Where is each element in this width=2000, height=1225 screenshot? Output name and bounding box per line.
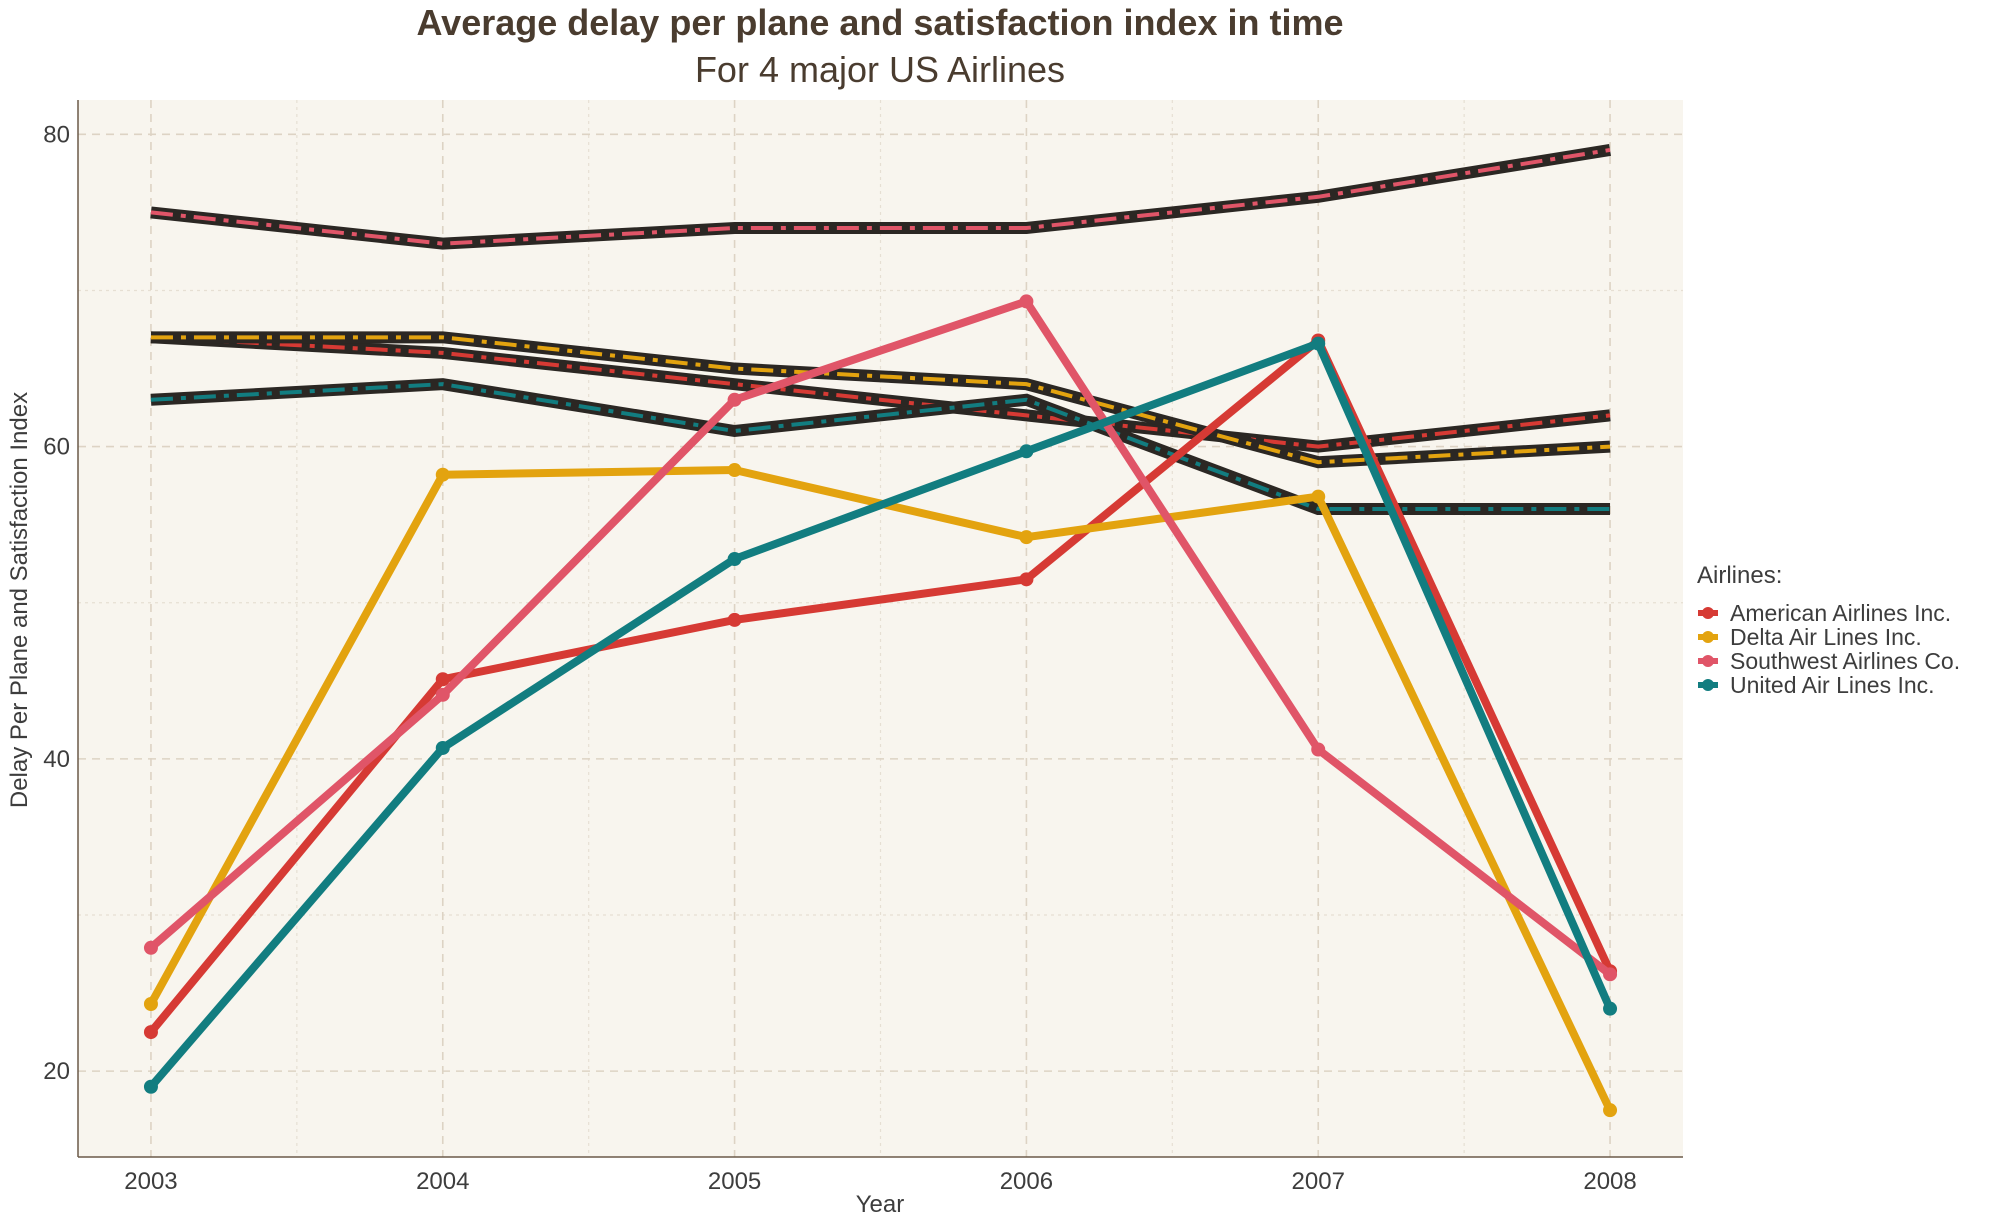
delay-point <box>727 552 742 567</box>
delay-point <box>1311 489 1326 504</box>
delay-point <box>1019 294 1034 309</box>
x-tick-label: 2008 <box>1583 1168 1636 1195</box>
delay-point <box>1311 742 1326 757</box>
satisfaction-line-dash <box>150 382 1611 512</box>
legend: Airlines: American Airlines Inc.Delta Ai… <box>1697 562 1960 698</box>
axes <box>77 100 1683 1158</box>
y-tick-label: 40 <box>43 746 70 773</box>
legend-item: American Airlines Inc. <box>1698 600 1951 626</box>
y-axis-label: Delay Per Plane and Satisfaction Index <box>6 392 33 808</box>
delay-point <box>1311 336 1326 351</box>
satisfaction-line-dash <box>150 147 1611 246</box>
legend-swatch-dot <box>1702 607 1714 619</box>
chart-subtitle: For 4 major US Airlines <box>695 49 1065 90</box>
legend-item: Southwest Airlines Co. <box>1698 648 1960 674</box>
x-tick-label: 2006 <box>1000 1168 1053 1195</box>
delay-line <box>148 297 1613 978</box>
y-tick-label: 20 <box>43 1058 70 1085</box>
x-axis-label: Year <box>856 1191 905 1218</box>
delay-series-group <box>143 294 1618 982</box>
chart-title: Average delay per plane and satisfaction… <box>417 2 1344 43</box>
legend-swatch-dot <box>1702 631 1714 643</box>
legend-swatch-dot <box>1702 679 1714 691</box>
delay-point <box>143 1025 158 1040</box>
x-tick-label: 2003 <box>124 1168 177 1195</box>
x-tick-label: 2007 <box>1292 1168 1345 1195</box>
y-tick-labels: 20 40 60 80 <box>43 121 70 1085</box>
delay-line <box>147 339 1614 1090</box>
delay-point <box>143 1079 158 1094</box>
delay-point <box>1019 444 1034 459</box>
delay-point <box>143 996 158 1011</box>
x-tick-label: 2004 <box>416 1168 469 1195</box>
delay-point <box>143 940 158 955</box>
delay-point <box>1019 530 1034 545</box>
delay-point <box>1019 572 1034 587</box>
delay-point <box>727 463 742 478</box>
legend-label: United Air Lines Inc. <box>1730 672 1935 698</box>
legend-items: American Airlines Inc.Delta Air Lines In… <box>1698 600 1960 698</box>
x-tick-labels: 2003 2004 2005 2006 2007 2008 <box>124 1168 1636 1195</box>
legend-swatch-dot <box>1702 655 1714 667</box>
minor-gridlines <box>78 100 1683 1157</box>
x-tick-label: 2005 <box>708 1168 761 1195</box>
delay-point <box>435 672 450 687</box>
satisfaction-line <box>150 378 1611 516</box>
satisfaction-line-dash <box>150 335 1611 465</box>
major-gridlines <box>78 100 1683 1157</box>
legend-item: United Air Lines Inc. <box>1698 672 1935 698</box>
legend-label: Southwest Airlines Co. <box>1730 648 1960 674</box>
delay-point <box>727 392 742 407</box>
satisfaction-line <box>150 144 1611 250</box>
legend-label: American Airlines Inc. <box>1730 600 1951 626</box>
delay-series <box>143 294 1618 1118</box>
delay-series-group <box>143 336 1618 1094</box>
delay-point <box>1603 1001 1618 1016</box>
delay-point <box>727 612 742 627</box>
y-tick-label: 80 <box>43 121 70 148</box>
delay-point <box>435 467 450 482</box>
delay-point <box>435 740 450 755</box>
legend-label: Delta Air Lines Inc. <box>1730 624 1922 650</box>
y-tick-label: 60 <box>43 434 70 461</box>
delay-point <box>1603 967 1618 982</box>
legend-title: Airlines: <box>1697 562 1782 589</box>
legend-item: Delta Air Lines Inc. <box>1698 624 1922 650</box>
delay-point <box>1603 1103 1618 1118</box>
delay-point <box>435 687 450 702</box>
